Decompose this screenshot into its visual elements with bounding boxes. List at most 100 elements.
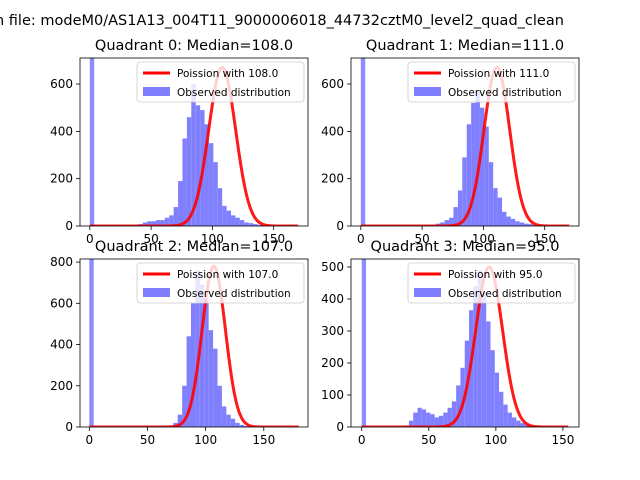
- x-tick-label: 50: [140, 433, 155, 447]
- histogram-bar: [178, 181, 183, 226]
- y-tick-label: 600: [321, 77, 344, 91]
- x-tick-label: 50: [143, 232, 158, 246]
- histogram-bar: [230, 418, 236, 427]
- histogram-bar: [477, 270, 482, 427]
- y-tick-label: 0: [336, 219, 344, 233]
- axes-frame: [350, 57, 580, 227]
- x-tick-label: 50: [421, 433, 436, 447]
- x-tick-label: 0: [357, 232, 365, 246]
- x-tick-label: 50: [414, 232, 429, 246]
- x-tick-label: 150: [252, 433, 275, 447]
- histogram-bar: [217, 188, 223, 226]
- histogram-bar: [462, 157, 467, 226]
- histogram-bar: [204, 299, 209, 427]
- histogram-bar: [449, 217, 454, 226]
- histogram-bar: [173, 207, 179, 226]
- axes-frame: [79, 57, 309, 227]
- y-tick-label: 400: [321, 124, 344, 138]
- y-tick-label: 100: [321, 388, 344, 402]
- x-tick-label: 0: [85, 433, 93, 447]
- histogram-bar: [199, 284, 205, 427]
- histogram-bar: [507, 412, 512, 427]
- panel-title: Quadrant 3: Median=95.0: [371, 239, 560, 255]
- legend-label-fit: Poission with 107.0: [177, 269, 278, 281]
- x-tick-label: 0: [86, 232, 94, 246]
- histogram-bar: [430, 414, 435, 427]
- histogram-bar: [253, 224, 258, 226]
- histogram-bar: [497, 197, 503, 226]
- histogram-bar: [421, 409, 427, 427]
- histogram-bar: [451, 401, 457, 427]
- histogram-bar: [456, 385, 461, 427]
- histogram-bar: [186, 117, 192, 226]
- legend-label-observed: Observed distribution: [448, 87, 562, 99]
- histogram-bar: [488, 162, 494, 226]
- histogram-bar: [147, 221, 152, 226]
- y-tick-label: 200: [321, 172, 344, 186]
- histogram-bar: [515, 221, 520, 226]
- histogram-bar: [417, 407, 422, 427]
- histogram-bar: [460, 367, 465, 427]
- plot-area: [360, 58, 570, 226]
- legend-label-observed: Observed distribution: [177, 87, 291, 99]
- panel-title: Quadrant 2: Median=107.0: [95, 239, 293, 255]
- x-tick-label: 150: [533, 232, 556, 246]
- y-tick-label: 500: [321, 260, 344, 274]
- histogram-bar: [213, 162, 218, 226]
- axes-frame: [79, 258, 309, 428]
- histogram-bar: [502, 211, 507, 226]
- figure-suptitle: n file: modeM0/AS1A13_004T11_9000006018_…: [0, 13, 564, 29]
- histogram-bar: [494, 372, 500, 427]
- x-tick-label: 150: [551, 433, 574, 447]
- legend-label-fit: Poission with 111.0: [448, 68, 549, 80]
- histogram-bar: [360, 58, 366, 226]
- x-tick-label: 0: [358, 433, 366, 447]
- legend: Poission with 108.0 Observed distribution: [136, 61, 305, 103]
- histogram-bar: [457, 190, 463, 226]
- y-tick-label: 0: [65, 420, 73, 434]
- histogram-bar: [217, 385, 222, 427]
- histogram-bar: [142, 222, 148, 226]
- legend-box: [136, 262, 305, 304]
- histogram-bar: [490, 350, 495, 427]
- plot-area: [89, 58, 299, 226]
- histogram-bar: [222, 205, 227, 226]
- panel-title: Quadrant 0: Median=108.0: [95, 38, 293, 54]
- histogram-bar: [190, 303, 196, 427]
- histogram-bar: [413, 412, 418, 427]
- legend: Poission with 111.0 Observed distribution: [407, 61, 576, 103]
- histogram-bar: [89, 58, 95, 226]
- y-tick-label: 600: [50, 296, 73, 310]
- plot-area: [361, 259, 569, 427]
- quadrant-0-panel: 0 50 100 150 0 200 400 600 Quadrant 0: Median=10…: [50, 38, 309, 246]
- histogram-bar: [440, 222, 445, 226]
- histogram-bar: [475, 91, 480, 226]
- quadrant-3-panel: 0 50 100 150 0 100 200 300 400 500 Quadrant 3: Med…: [321, 239, 580, 447]
- legend-label-observed: Observed distribution: [448, 288, 562, 300]
- x-tick-label: 100: [484, 433, 507, 447]
- histogram-bar: [443, 412, 448, 427]
- histogram-bar: [164, 217, 170, 226]
- histogram-bar: [160, 220, 165, 226]
- histogram-bar: [484, 126, 489, 226]
- histogram-bar: [182, 385, 187, 427]
- histogram-bar: [408, 420, 414, 427]
- histogram-bar: [528, 224, 533, 226]
- histogram-bar: [519, 222, 525, 226]
- histogram-bar: [208, 143, 214, 226]
- histogram-bar: [186, 336, 191, 427]
- histogram-bar: [195, 270, 200, 427]
- histogram-bar: [156, 220, 161, 226]
- x-tick-label: 150: [262, 232, 285, 246]
- histogram-bar: [239, 220, 245, 226]
- y-tick-label: 600: [50, 77, 73, 91]
- y-tick-label: 400: [50, 338, 73, 352]
- legend-label-fit: Poission with 108.0: [177, 68, 278, 80]
- y-tick-label: 0: [65, 219, 73, 233]
- histogram-bar: [244, 425, 249, 427]
- panel-title: Quadrant 1: Median=111.0: [366, 38, 564, 54]
- y-tick-label: 400: [321, 292, 344, 306]
- histogram-bar: [231, 215, 236, 226]
- histogram-bar: [453, 207, 458, 226]
- legend-box: [407, 61, 576, 103]
